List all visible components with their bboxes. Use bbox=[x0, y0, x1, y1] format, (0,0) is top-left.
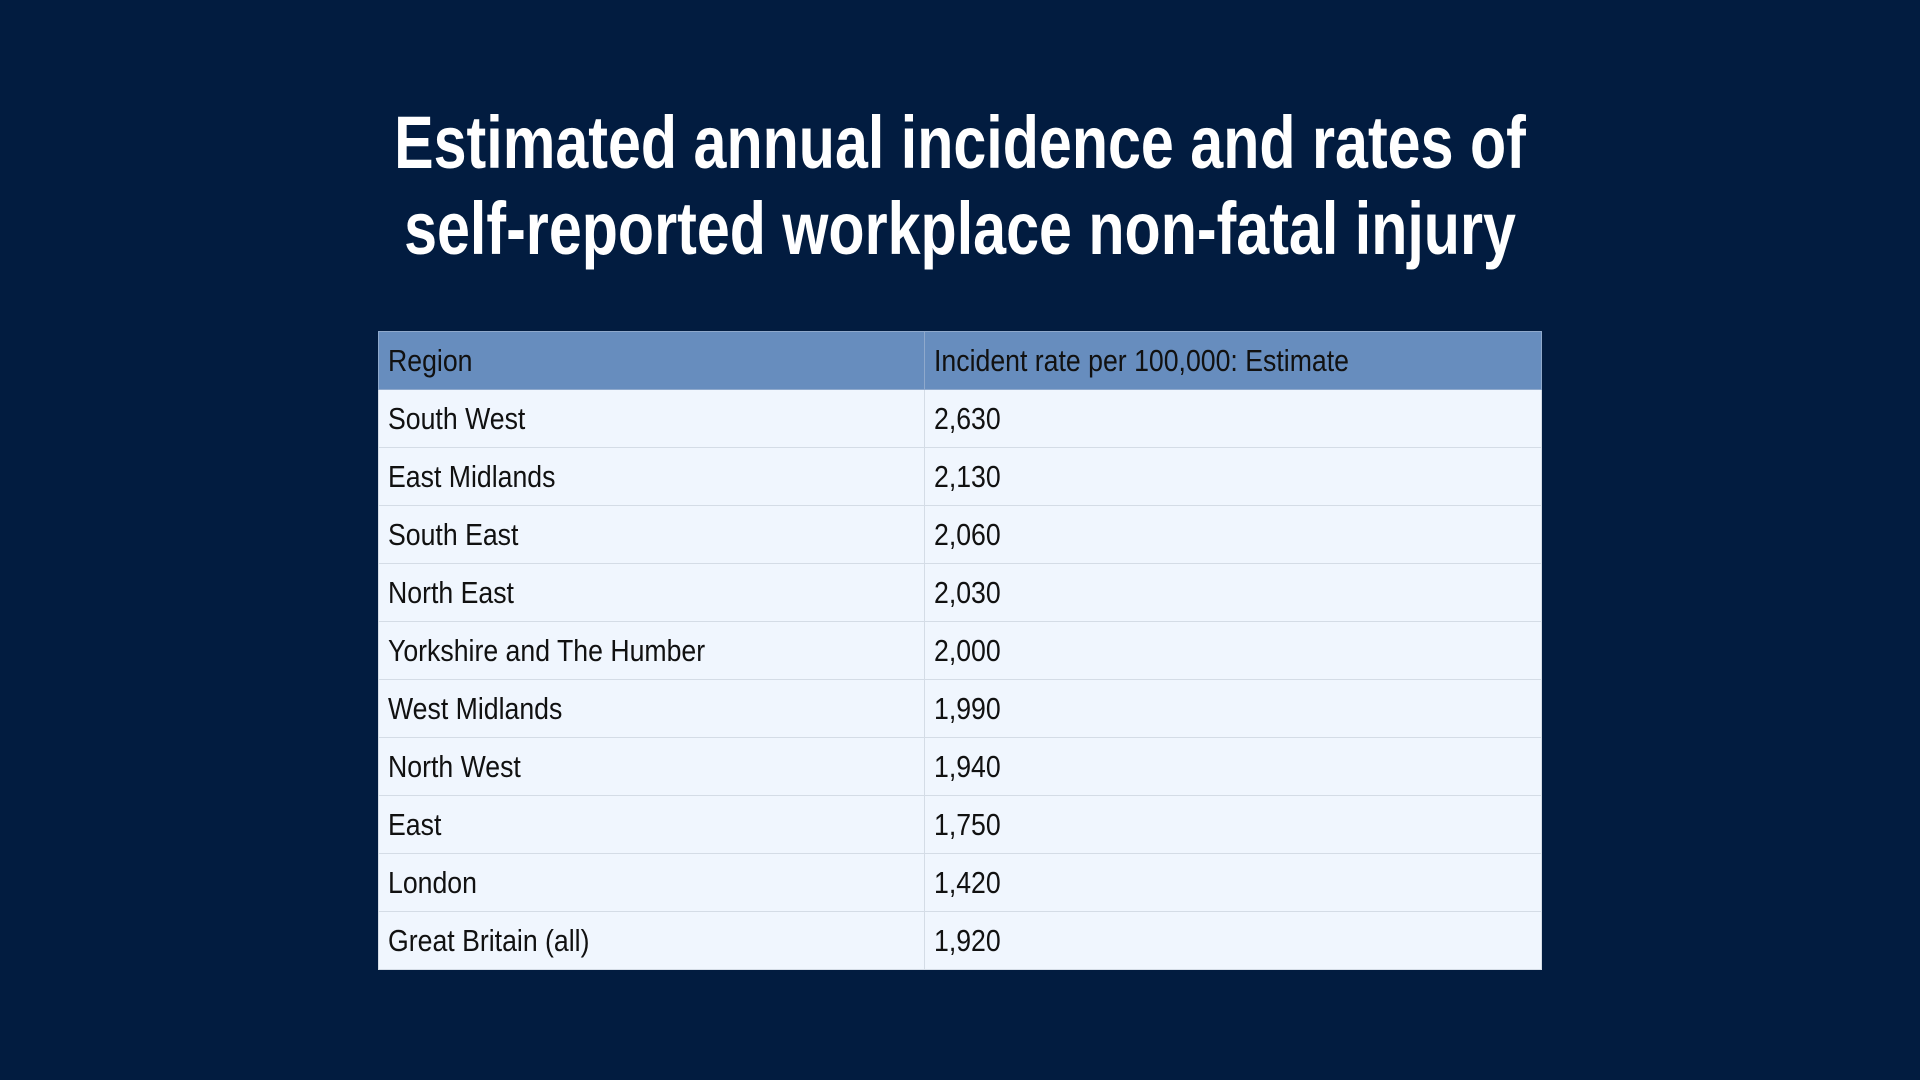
region-cell: London bbox=[378, 853, 925, 912]
page-title: Estimated annual incidence and rates of … bbox=[0, 100, 1920, 272]
region-cell: Yorkshire and The Humber bbox=[378, 621, 925, 680]
table-row: East Midlands 2,130 bbox=[378, 447, 1542, 506]
region-name: South West bbox=[388, 400, 526, 436]
table-row: East 1,750 bbox=[378, 795, 1542, 854]
rate-value: 1,750 bbox=[934, 806, 1001, 842]
region-cell: South East bbox=[378, 505, 925, 564]
title-line-2: self-reported workplace non-fatal injury bbox=[404, 187, 1516, 270]
rate-value: 1,920 bbox=[934, 922, 1001, 958]
table-row: North East 2,030 bbox=[378, 563, 1542, 622]
table-row: London 1,420 bbox=[378, 853, 1542, 912]
region-cell: West Midlands bbox=[378, 679, 925, 738]
rate-cell: 1,750 bbox=[924, 795, 1542, 854]
region-name: Great Britain (all) bbox=[388, 922, 590, 958]
region-name: West Midlands bbox=[388, 690, 563, 726]
region-name: North West bbox=[388, 748, 521, 784]
table-row: North West 1,940 bbox=[378, 737, 1542, 796]
rate-value: 2,130 bbox=[934, 458, 1001, 494]
rate-cell: 1,990 bbox=[924, 679, 1542, 738]
region-cell: Great Britain (all) bbox=[378, 911, 925, 970]
table-row: Yorkshire and The Humber 2,000 bbox=[378, 621, 1542, 680]
region-cell: South West bbox=[378, 389, 925, 448]
rate-value: 2,630 bbox=[934, 400, 1001, 436]
rate-cell: 2,000 bbox=[924, 621, 1542, 680]
region-cell: North West bbox=[378, 737, 925, 796]
rate-cell: 1,420 bbox=[924, 853, 1542, 912]
rate-value: 2,000 bbox=[934, 632, 1001, 668]
table-row: West Midlands 1,990 bbox=[378, 679, 1542, 738]
rate-cell: 2,030 bbox=[924, 563, 1542, 622]
region-name: North East bbox=[388, 574, 514, 610]
rate-cell: 2,060 bbox=[924, 505, 1542, 564]
table-row: Great Britain (all) 1,920 bbox=[378, 911, 1542, 970]
region-name: Yorkshire and The Humber bbox=[388, 632, 706, 668]
table-row: South East 2,060 bbox=[378, 505, 1542, 564]
header-rate: Incident rate per 100,000: Estimate bbox=[924, 331, 1542, 390]
table-header-row: Region Incident rate per 100,000: Estima… bbox=[378, 331, 1542, 390]
table-row: South West 2,630 bbox=[378, 389, 1542, 448]
rate-value: 2,030 bbox=[934, 574, 1001, 610]
rate-cell: 2,130 bbox=[924, 447, 1542, 506]
rate-value: 1,420 bbox=[934, 864, 1001, 900]
rate-cell: 2,630 bbox=[924, 389, 1542, 448]
region-name: London bbox=[388, 864, 477, 900]
rate-value: 2,060 bbox=[934, 516, 1001, 552]
region-name: South East bbox=[388, 516, 519, 552]
rate-value: 1,990 bbox=[934, 690, 1001, 726]
rate-cell: 1,920 bbox=[924, 911, 1542, 970]
region-cell: East Midlands bbox=[378, 447, 925, 506]
region-name: East bbox=[388, 806, 442, 842]
header-region: Region bbox=[378, 331, 925, 390]
header-label: Region bbox=[388, 342, 473, 378]
rate-value: 1,940 bbox=[934, 748, 1001, 784]
rate-cell: 1,940 bbox=[924, 737, 1542, 796]
incidence-table: Region Incident rate per 100,000: Estima… bbox=[378, 331, 1542, 970]
header-label: Incident rate per 100,000: Estimate bbox=[934, 342, 1349, 378]
title-line-1: Estimated annual incidence and rates of bbox=[394, 101, 1526, 184]
region-cell: East bbox=[378, 795, 925, 854]
region-name: East Midlands bbox=[388, 458, 556, 494]
region-cell: North East bbox=[378, 563, 925, 622]
